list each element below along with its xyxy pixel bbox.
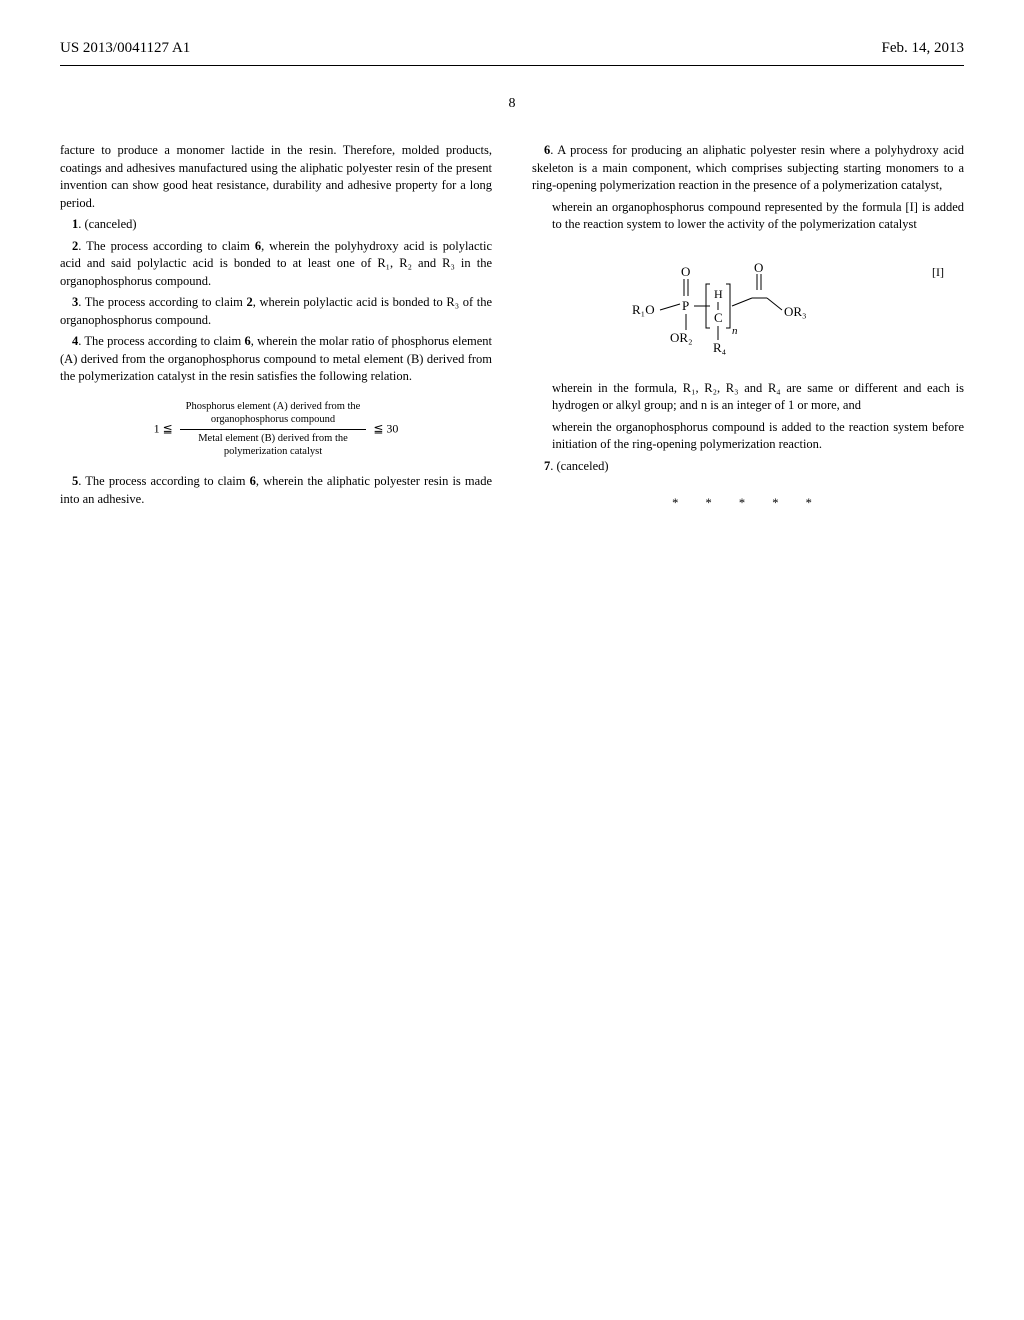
claim-6-sub2: wherein in the formula, R₁, R₂, R₃ and R… — [552, 380, 964, 415]
chem-OR3: OR₃ — [784, 304, 807, 319]
end-stars: * * * * * — [532, 495, 964, 513]
claim-7: 7. (canceled) — [532, 458, 964, 476]
chem-n: n — [732, 325, 738, 337]
claim-3: 3. The process according to claim 2, whe… — [60, 294, 492, 329]
ratio-formula: 1 ≦ Phosphorus element (A) derived from … — [60, 400, 492, 460]
page-number: 8 — [60, 96, 964, 112]
publication-date: Feb. 14, 2013 — [882, 40, 965, 57]
claim-1-text: . (canceled) — [78, 217, 136, 231]
right-column: 6. A process for producing an aliphatic … — [532, 142, 964, 513]
formula-right: ≦ 30 — [373, 421, 398, 435]
chem-R4: R₄ — [713, 340, 727, 355]
formula-numerator: Phosphorus element (A) derived from the … — [180, 400, 367, 430]
formula-denominator: Metal element (B) derived from the polym… — [180, 430, 367, 459]
claim-5: 5. The process according to claim 6, whe… — [60, 473, 492, 508]
formula-left: 1 ≦ — [154, 421, 173, 435]
claim-3-text: . The process according to claim — [78, 295, 246, 309]
claim-4-text: . The process according to claim — [78, 334, 244, 348]
chem-O2: O — [754, 260, 763, 275]
formula-fraction: Phosphorus element (A) derived from the … — [180, 400, 367, 460]
chemical-formula-block: [I] R₁O P O OR₂ H C R₄ n — [532, 254, 964, 364]
claim-6-text: . A process for producing an aliphatic p… — [532, 143, 964, 192]
chemical-structure-icon: R₁O P O OR₂ H C R₄ n — [622, 254, 842, 364]
formula-I-label: [I] — [932, 264, 944, 281]
page-header: US 2013/0041127 A1 Feb. 14, 2013 — [60, 40, 964, 57]
claim-2: 2. The process according to claim 6, whe… — [60, 238, 492, 291]
formula-den-line2: polymerization catalyst — [224, 446, 322, 457]
chem-P: P — [682, 298, 689, 313]
intro-paragraph: facture to produce a monomer lactide in … — [60, 142, 492, 212]
left-column: facture to produce a monomer lactide in … — [60, 142, 492, 513]
claim-6: 6. A process for producing an aliphatic … — [532, 142, 964, 195]
publication-number: US 2013/0041127 A1 — [60, 40, 190, 57]
formula-num-line2: organophosphorus compound — [211, 414, 335, 425]
formula-num-line1: Phosphorus element (A) derived from the — [186, 401, 361, 412]
claim-6-sub3: wherein the organophosphorus compound is… — [552, 419, 964, 454]
chem-O1: O — [681, 264, 690, 279]
formula-den-line1: Metal element (B) derived from the — [198, 433, 348, 444]
chem-OR2: OR₂ — [670, 330, 693, 345]
claim-7-text: . (canceled) — [550, 459, 608, 473]
claim-1: 1. (canceled) — [60, 216, 492, 234]
chem-H: H — [714, 287, 723, 301]
claim-4: 4. The process according to claim 6, whe… — [60, 333, 492, 386]
claim-2-text: . The process according to claim — [78, 239, 255, 253]
two-column-layout: facture to produce a monomer lactide in … — [60, 142, 964, 513]
claim-5-text: . The process according to claim — [78, 474, 249, 488]
chem-R1O: R₁O — [632, 302, 655, 317]
chem-C: C — [714, 310, 723, 325]
header-divider — [60, 65, 964, 66]
claim-6-sub1: wherein an organophosphorus compound rep… — [552, 199, 964, 234]
